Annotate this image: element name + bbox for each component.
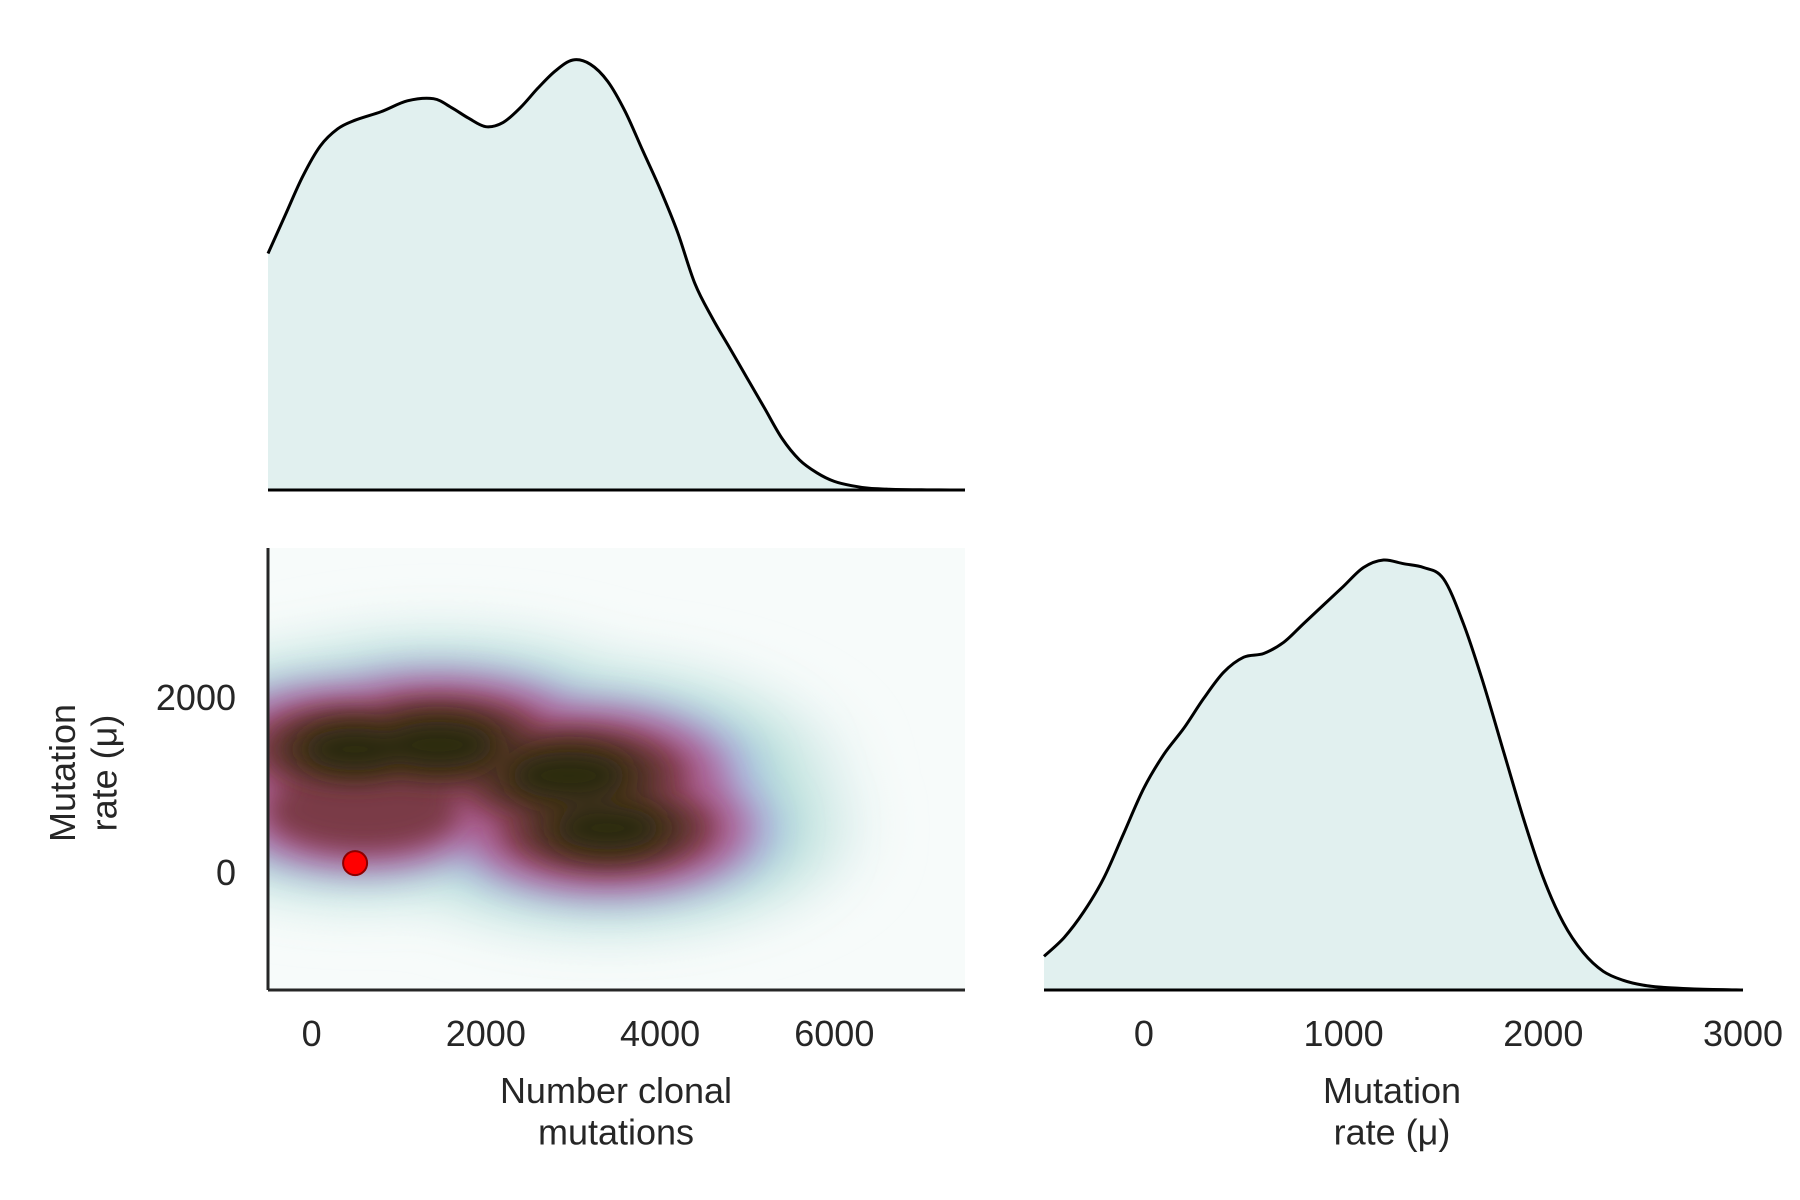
x-tick-label: 0 xyxy=(1134,1013,1154,1054)
x-tick-label: 4000 xyxy=(620,1013,700,1054)
y-tick-label: 2000 xyxy=(156,677,236,718)
x-tick-label: 1000 xyxy=(1304,1013,1384,1054)
joint-density-field xyxy=(268,548,965,990)
marginal-right-x-axis-label: Mutation rate (μ) xyxy=(1323,1070,1461,1152)
marginal-right-density-area xyxy=(1044,559,1743,990)
joint-x-axis-label: Number clonal mutations xyxy=(500,1070,732,1152)
density-blob xyxy=(555,806,660,850)
x-tick-label: 0 xyxy=(302,1013,322,1054)
marginal-right-density-line xyxy=(1042,558,1744,992)
x-tick-label: 2000 xyxy=(446,1013,526,1054)
density-blob xyxy=(511,752,626,800)
density-blob xyxy=(270,772,458,850)
joint-kde-panel: 0 2000 4000 6000 0 2000 Number clonal mutatio… xyxy=(42,548,965,1152)
x-tick-label: 2000 xyxy=(1503,1013,1583,1054)
density-level-8 xyxy=(304,721,660,850)
reference-point xyxy=(342,850,369,877)
marginal-top-panel xyxy=(266,58,966,492)
marginal-right-x-tick-labels: 0 1000 2000 3000 xyxy=(1134,1013,1783,1054)
x-tick-label: 6000 xyxy=(794,1013,874,1054)
marginal-top-density-area xyxy=(268,59,965,490)
marginal-top-density-line xyxy=(266,58,966,492)
joint-y-axis-label: Mutationrate (μ) xyxy=(42,704,124,842)
x-tick-label: 3000 xyxy=(1703,1013,1783,1054)
y-tick-label: 0 xyxy=(216,852,236,893)
joint-y-tick-labels: 0 2000 xyxy=(156,677,236,893)
joint-x-tick-labels: 0 2000 4000 6000 xyxy=(302,1013,875,1054)
density-blob xyxy=(304,728,406,771)
density-blob xyxy=(382,721,494,768)
marginal-right-panel: 0 1000 2000 3000 Mutation rate (μ) xyxy=(1042,558,1783,1152)
